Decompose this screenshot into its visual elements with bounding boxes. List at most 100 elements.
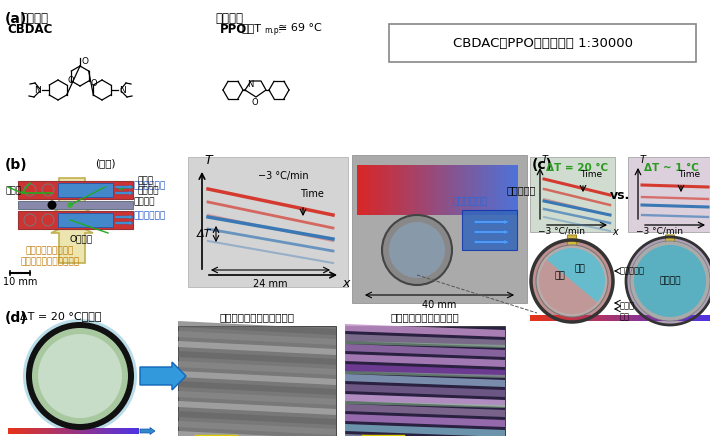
Bar	[503, 165, 508, 215]
Bar	[26, 428, 29, 434]
Bar	[17, 428, 20, 434]
Bar	[606, 315, 608, 321]
Bar	[116, 428, 119, 434]
Bar	[656, 315, 659, 321]
Bar	[13, 428, 16, 434]
Bar	[415, 165, 420, 215]
Polygon shape	[178, 401, 336, 415]
Polygon shape	[178, 411, 336, 425]
Text: O: O	[67, 76, 74, 85]
FancyArrow shape	[51, 178, 93, 218]
Polygon shape	[345, 394, 505, 407]
Text: スペーサー: スペーサー	[507, 185, 536, 195]
Bar	[665, 315, 668, 321]
Polygon shape	[345, 371, 505, 378]
Bar	[686, 315, 689, 321]
Bar	[103, 428, 106, 434]
Bar	[574, 315, 577, 321]
Text: (a): (a)	[5, 12, 27, 26]
Text: CBDAC: CBDAC	[7, 23, 53, 36]
Bar	[110, 428, 113, 434]
Bar	[635, 315, 638, 321]
Bar	[670, 315, 673, 321]
Polygon shape	[178, 431, 336, 436]
Bar	[134, 428, 137, 434]
Bar	[642, 315, 645, 321]
Text: 通常の顕微鸟像（透過光）: 通常の顕微鸟像（透過光）	[219, 312, 295, 322]
Text: x: x	[342, 277, 349, 290]
Bar	[381, 165, 385, 215]
Bar	[123, 428, 126, 434]
FancyArrow shape	[115, 185, 133, 189]
Bar	[50, 428, 53, 434]
Bar	[118, 428, 121, 434]
Bar	[365, 165, 368, 215]
Bar	[40, 428, 43, 434]
Bar	[429, 165, 432, 215]
Bar	[21, 428, 24, 434]
FancyArrow shape	[660, 235, 680, 264]
Bar	[125, 428, 128, 434]
Bar	[121, 428, 124, 434]
Bar	[371, 165, 374, 215]
Bar	[131, 428, 133, 434]
Text: ロッド
ヒーター: ロッド ヒーター	[119, 176, 160, 195]
Text: O: O	[91, 78, 97, 88]
Bar	[615, 315, 618, 321]
Bar	[410, 165, 414, 215]
Bar	[537, 315, 540, 321]
Polygon shape	[345, 414, 505, 427]
Bar	[580, 315, 584, 321]
Bar	[448, 165, 452, 215]
Text: PPO: PPO	[220, 23, 247, 36]
Bar	[617, 315, 621, 321]
Bar	[19, 428, 22, 434]
Polygon shape	[345, 341, 505, 348]
Polygon shape	[178, 351, 336, 365]
Polygon shape	[345, 401, 505, 408]
Bar	[383, 165, 388, 215]
Bar	[709, 315, 710, 321]
Bar	[71, 428, 74, 434]
Bar	[95, 428, 98, 434]
Bar	[469, 165, 473, 215]
Circle shape	[42, 184, 54, 196]
Bar	[10, 428, 13, 434]
Text: 微結晶蚤: 微結晶蚤	[660, 276, 681, 286]
Bar	[553, 315, 556, 321]
Bar	[488, 165, 491, 215]
Bar	[386, 165, 390, 215]
Bar	[674, 315, 677, 321]
Bar	[557, 315, 561, 321]
Bar	[450, 165, 454, 215]
Bar	[418, 165, 422, 215]
Bar	[548, 315, 552, 321]
Bar	[645, 315, 648, 321]
Wedge shape	[539, 260, 597, 314]
Bar	[474, 165, 478, 215]
Bar	[73, 428, 76, 434]
Bar	[683, 315, 687, 321]
FancyArrow shape	[474, 219, 510, 225]
Bar	[437, 165, 441, 215]
Circle shape	[24, 214, 36, 226]
Circle shape	[67, 202, 73, 208]
Bar	[679, 315, 682, 321]
Bar	[501, 165, 505, 215]
Bar	[426, 165, 430, 215]
Text: ΔT = 20 °C: ΔT = 20 °C	[546, 163, 608, 173]
Bar	[178, 326, 336, 436]
Bar	[624, 315, 627, 321]
Bar	[16, 428, 18, 434]
Bar	[101, 428, 104, 434]
Text: N: N	[247, 80, 253, 89]
Bar	[633, 315, 636, 321]
Bar	[688, 315, 691, 321]
Bar	[80, 428, 83, 434]
Bar	[601, 315, 604, 321]
Text: 増感分子: 増感分子	[20, 12, 48, 25]
Bar	[109, 428, 111, 434]
Bar	[562, 315, 565, 321]
Bar	[692, 315, 696, 321]
Bar	[555, 315, 559, 321]
